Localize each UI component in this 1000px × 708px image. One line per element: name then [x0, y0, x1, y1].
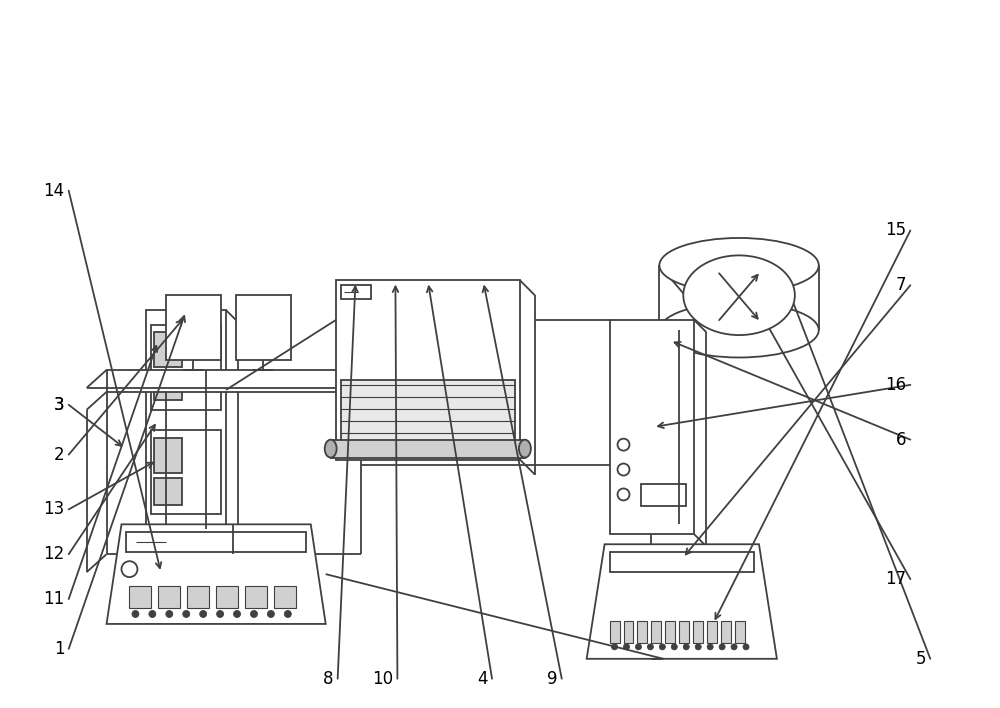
- Ellipse shape: [659, 303, 819, 358]
- Bar: [624, 621, 633, 643]
- Bar: [341, 380, 515, 450]
- Circle shape: [166, 610, 173, 617]
- Bar: [216, 586, 238, 608]
- Circle shape: [183, 610, 190, 617]
- Bar: [151, 325, 221, 410]
- Bar: [651, 621, 661, 643]
- Text: 15: 15: [885, 222, 906, 239]
- Text: 9: 9: [547, 670, 558, 687]
- Bar: [154, 372, 182, 400]
- Circle shape: [624, 644, 629, 650]
- Text: 3: 3: [54, 396, 65, 413]
- Text: 2: 2: [54, 445, 65, 464]
- Bar: [129, 586, 151, 608]
- Text: 3: 3: [54, 396, 65, 413]
- Bar: [151, 430, 221, 515]
- Circle shape: [200, 610, 207, 617]
- Circle shape: [719, 644, 725, 650]
- Bar: [610, 552, 754, 572]
- Bar: [187, 586, 209, 608]
- Circle shape: [683, 644, 689, 650]
- Bar: [158, 586, 180, 608]
- Text: 8: 8: [323, 670, 334, 687]
- Circle shape: [132, 610, 139, 617]
- Circle shape: [647, 644, 653, 650]
- Bar: [610, 320, 694, 535]
- Text: 7: 7: [896, 276, 906, 295]
- Ellipse shape: [659, 238, 819, 292]
- Circle shape: [731, 644, 737, 650]
- Polygon shape: [587, 544, 777, 659]
- Bar: [166, 295, 221, 360]
- Circle shape: [284, 610, 291, 617]
- Text: 13: 13: [43, 501, 65, 518]
- Bar: [721, 621, 731, 643]
- Circle shape: [659, 644, 665, 650]
- Text: 5: 5: [916, 650, 926, 668]
- Bar: [693, 621, 703, 643]
- Text: 12: 12: [43, 545, 65, 563]
- Bar: [665, 621, 675, 643]
- Text: 10: 10: [372, 670, 393, 687]
- Circle shape: [743, 644, 749, 650]
- Text: 16: 16: [885, 376, 906, 394]
- Circle shape: [234, 610, 241, 617]
- Circle shape: [618, 489, 629, 501]
- Bar: [154, 438, 182, 472]
- Ellipse shape: [683, 256, 795, 335]
- Text: 14: 14: [44, 182, 65, 200]
- Circle shape: [250, 610, 257, 617]
- Bar: [679, 621, 689, 643]
- Ellipse shape: [519, 440, 531, 457]
- Bar: [637, 621, 647, 643]
- Bar: [146, 310, 226, 530]
- Circle shape: [618, 439, 629, 450]
- Bar: [331, 440, 525, 457]
- Text: 11: 11: [43, 590, 65, 608]
- Bar: [341, 285, 371, 299]
- Bar: [707, 621, 717, 643]
- Bar: [336, 280, 520, 459]
- Text: 17: 17: [885, 570, 906, 588]
- Bar: [274, 586, 296, 608]
- Circle shape: [618, 464, 629, 476]
- Bar: [245, 586, 267, 608]
- Circle shape: [121, 561, 137, 577]
- Ellipse shape: [325, 440, 337, 457]
- Circle shape: [612, 644, 618, 650]
- Circle shape: [695, 644, 701, 650]
- Circle shape: [671, 644, 677, 650]
- Polygon shape: [107, 525, 326, 624]
- Circle shape: [149, 610, 156, 617]
- Text: 6: 6: [896, 430, 906, 449]
- Text: 1: 1: [54, 640, 65, 658]
- Circle shape: [635, 644, 641, 650]
- Text: 4: 4: [478, 670, 488, 687]
- Bar: [641, 484, 686, 506]
- Bar: [107, 370, 361, 392]
- Bar: [154, 477, 182, 506]
- Bar: [735, 621, 745, 643]
- Circle shape: [217, 610, 224, 617]
- Bar: [154, 332, 182, 367]
- Circle shape: [707, 644, 713, 650]
- Bar: [610, 621, 620, 643]
- Bar: [126, 532, 306, 552]
- Circle shape: [267, 610, 274, 617]
- Bar: [236, 295, 291, 360]
